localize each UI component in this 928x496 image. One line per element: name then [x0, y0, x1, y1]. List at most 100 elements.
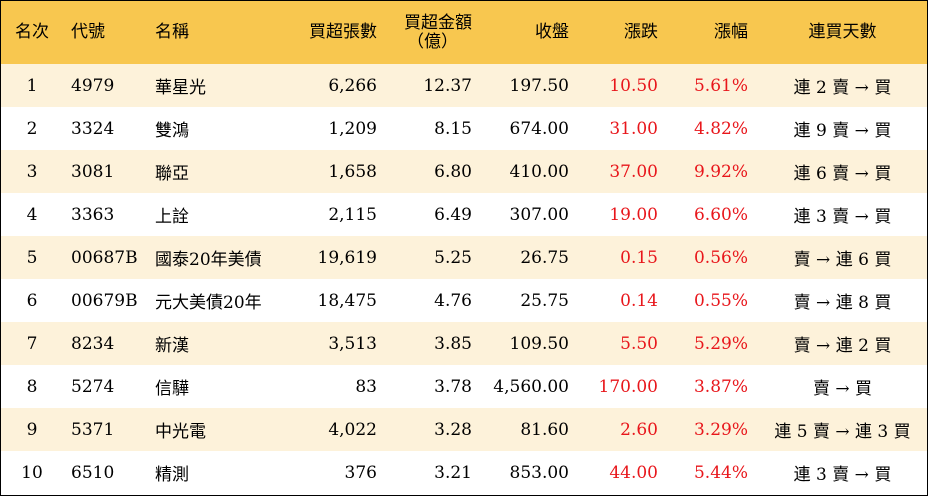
cell-change-pct: 9.92%	[693, 161, 748, 182]
table-row: 7 8234 新漢 3,513 3.85 109.50 5.50 5.29% 賣 → 連 2 買	[1, 322, 927, 365]
cell-net-buy-lots: 83	[355, 376, 377, 397]
cell-change-pct: 4.82%	[693, 118, 748, 139]
cell-rank: 5	[26, 247, 38, 268]
cell-name: 聯亞	[155, 164, 189, 184]
header-rank: 名次	[15, 22, 49, 42]
cell-close: 853.00	[509, 462, 569, 483]
table-row: 6 00679B 元大美債20年 18,475 4.76 25.75 0.14 0.55% 賣 …	[1, 279, 927, 322]
header-row: 名次 代號 名稱 買超張數 買超金額 （億） 收盤 漲跌 漲幅 連買天數	[1, 1, 927, 64]
header-net-buy-amount-line1: 買超金額	[404, 12, 472, 33]
cell-close: 410.00	[509, 161, 569, 182]
cell-change: 44.00	[609, 462, 658, 483]
cell-net-buy-lots: 19,619	[317, 247, 377, 268]
cell-close: 25.75	[520, 290, 569, 311]
cell-close: 109.50	[509, 333, 569, 354]
header-name: 名稱	[155, 22, 189, 42]
cell-name: 雙鴻	[155, 121, 189, 141]
cell-name: 中光電	[155, 422, 206, 442]
table-row: 10 6510 精測 376 3.21 853.00 44.00 5.44% 連 3 賣 → 買	[1, 451, 927, 494]
cell-net-buy-lots: 6,266	[328, 75, 377, 96]
cell-net-buy-lots: 2,115	[328, 204, 377, 225]
table-row: 4 3363 上詮 2,115 6.49 307.00 19.00 6.60% 連 3 賣 → …	[1, 193, 927, 236]
cell-streak: 賣 → 連 6 買	[793, 250, 892, 270]
header-net-buy-amount-line2: （億）	[407, 31, 458, 52]
cell-change: 2.60	[620, 419, 658, 440]
cell-code: 4979	[71, 75, 115, 96]
cell-streak: 賣 → 買	[812, 379, 873, 399]
cell-code: 00687B	[71, 247, 138, 268]
cell-net-buy-lots: 18,475	[317, 290, 377, 311]
cell-streak: 連 9 賣 → 買	[793, 121, 892, 141]
cell-net-buy-amount: 5.25	[434, 247, 472, 268]
cell-rank: 9	[26, 419, 38, 440]
header-net-buy-lots: 買超張數	[309, 22, 377, 42]
cell-close: 81.60	[520, 419, 569, 440]
cell-change: 170.00	[598, 376, 658, 397]
cell-change-pct: 6.60%	[693, 204, 748, 225]
header-net-buy-amount: 買超金額 （億）	[387, 1, 482, 64]
cell-net-buy-amount: 6.49	[434, 204, 472, 225]
table-row: 9 5371 中光電 4,022 3.28 81.60 2.60 3.29% 連 5 賣 → 連…	[1, 408, 927, 451]
cell-net-buy-amount: 3.21	[434, 462, 472, 483]
cell-code: 6510	[71, 462, 115, 483]
table-body: 1 4979 華星光 6,266 12.37 197.50 10.50 5.61% 連 2 賣 …	[1, 64, 927, 494]
cell-streak: 連 5 賣 → 連 3 買	[774, 422, 911, 442]
cell-change-pct: 3.29%	[693, 419, 748, 440]
cell-change: 37.00	[609, 161, 658, 182]
cell-net-buy-lots: 1,209	[328, 118, 377, 139]
cell-name: 信驊	[155, 379, 189, 399]
cell-change-pct: 5.44%	[693, 462, 748, 483]
cell-rank: 3	[26, 161, 38, 182]
cell-rank: 2	[26, 118, 38, 139]
cell-streak: 賣 → 連 8 買	[793, 293, 892, 313]
cell-close: 674.00	[509, 118, 569, 139]
cell-streak: 連 3 賣 → 買	[793, 207, 892, 227]
cell-name: 精測	[155, 465, 189, 485]
table-row: 1 4979 華星光 6,266 12.37 197.50 10.50 5.61% 連 2 賣 …	[1, 64, 927, 107]
cell-change-pct: 3.87%	[693, 376, 748, 397]
cell-rank: 4	[26, 204, 38, 225]
cell-net-buy-amount: 4.76	[434, 290, 472, 311]
cell-code: 5371	[71, 419, 115, 440]
cell-net-buy-lots: 3,513	[328, 333, 377, 354]
cell-name: 上詮	[155, 207, 189, 227]
cell-rank: 6	[26, 290, 38, 311]
cell-net-buy-lots: 376	[344, 462, 377, 483]
cell-code: 00679B	[71, 290, 138, 311]
cell-change: 0.14	[620, 290, 658, 311]
cell-net-buy-amount: 3.85	[434, 333, 472, 354]
cell-rank: 7	[26, 333, 38, 354]
cell-close: 4,560.00	[493, 376, 569, 397]
cell-net-buy-amount: 3.28	[434, 419, 472, 440]
cell-name: 華星光	[155, 78, 206, 98]
cell-net-buy-lots: 1,658	[328, 161, 377, 182]
header-code: 代號	[71, 22, 105, 42]
header-streak: 連買天數	[808, 22, 877, 42]
cell-code: 3363	[71, 204, 115, 225]
cell-change-pct: 0.56%	[693, 247, 748, 268]
cell-change-pct: 5.29%	[693, 333, 748, 354]
table-row: 2 3324 雙鴻 1,209 8.15 674.00 31.00 4.82% 連 9 賣 → …	[1, 107, 927, 150]
cell-code: 3081	[71, 161, 115, 182]
cell-streak: 連 3 賣 → 買	[793, 465, 892, 485]
cell-change-pct: 0.55%	[693, 290, 748, 311]
table-row: 5 00687B 國泰20年美債 19,619 5.25 26.75 0.15 0.56% 賣 …	[1, 236, 927, 279]
cell-name: 新漢	[155, 336, 189, 356]
cell-code: 5274	[71, 376, 115, 397]
cell-name: 元大美債20年	[155, 293, 262, 313]
cell-rank: 8	[26, 376, 38, 397]
cell-change-pct: 5.61%	[693, 75, 748, 96]
cell-code: 8234	[71, 333, 115, 354]
header-close: 收盤	[535, 22, 569, 42]
cell-name: 國泰20年美債	[155, 250, 262, 270]
cell-change: 10.50	[609, 75, 658, 96]
table-row: 8 5274 信驊 83 3.78 4,560.00 170.00 3.87% 賣 → 買	[1, 365, 927, 408]
table-row: 3 3081 聯亞 1,658 6.80 410.00 37.00 9.92% 連 6 賣 → …	[1, 150, 927, 193]
cell-code: 3324	[71, 118, 115, 139]
cell-net-buy-amount: 12.37	[423, 75, 472, 96]
cell-streak: 連 2 賣 → 買	[793, 78, 892, 98]
cell-change: 31.00	[609, 118, 658, 139]
cell-streak: 連 6 賣 → 買	[793, 164, 892, 184]
